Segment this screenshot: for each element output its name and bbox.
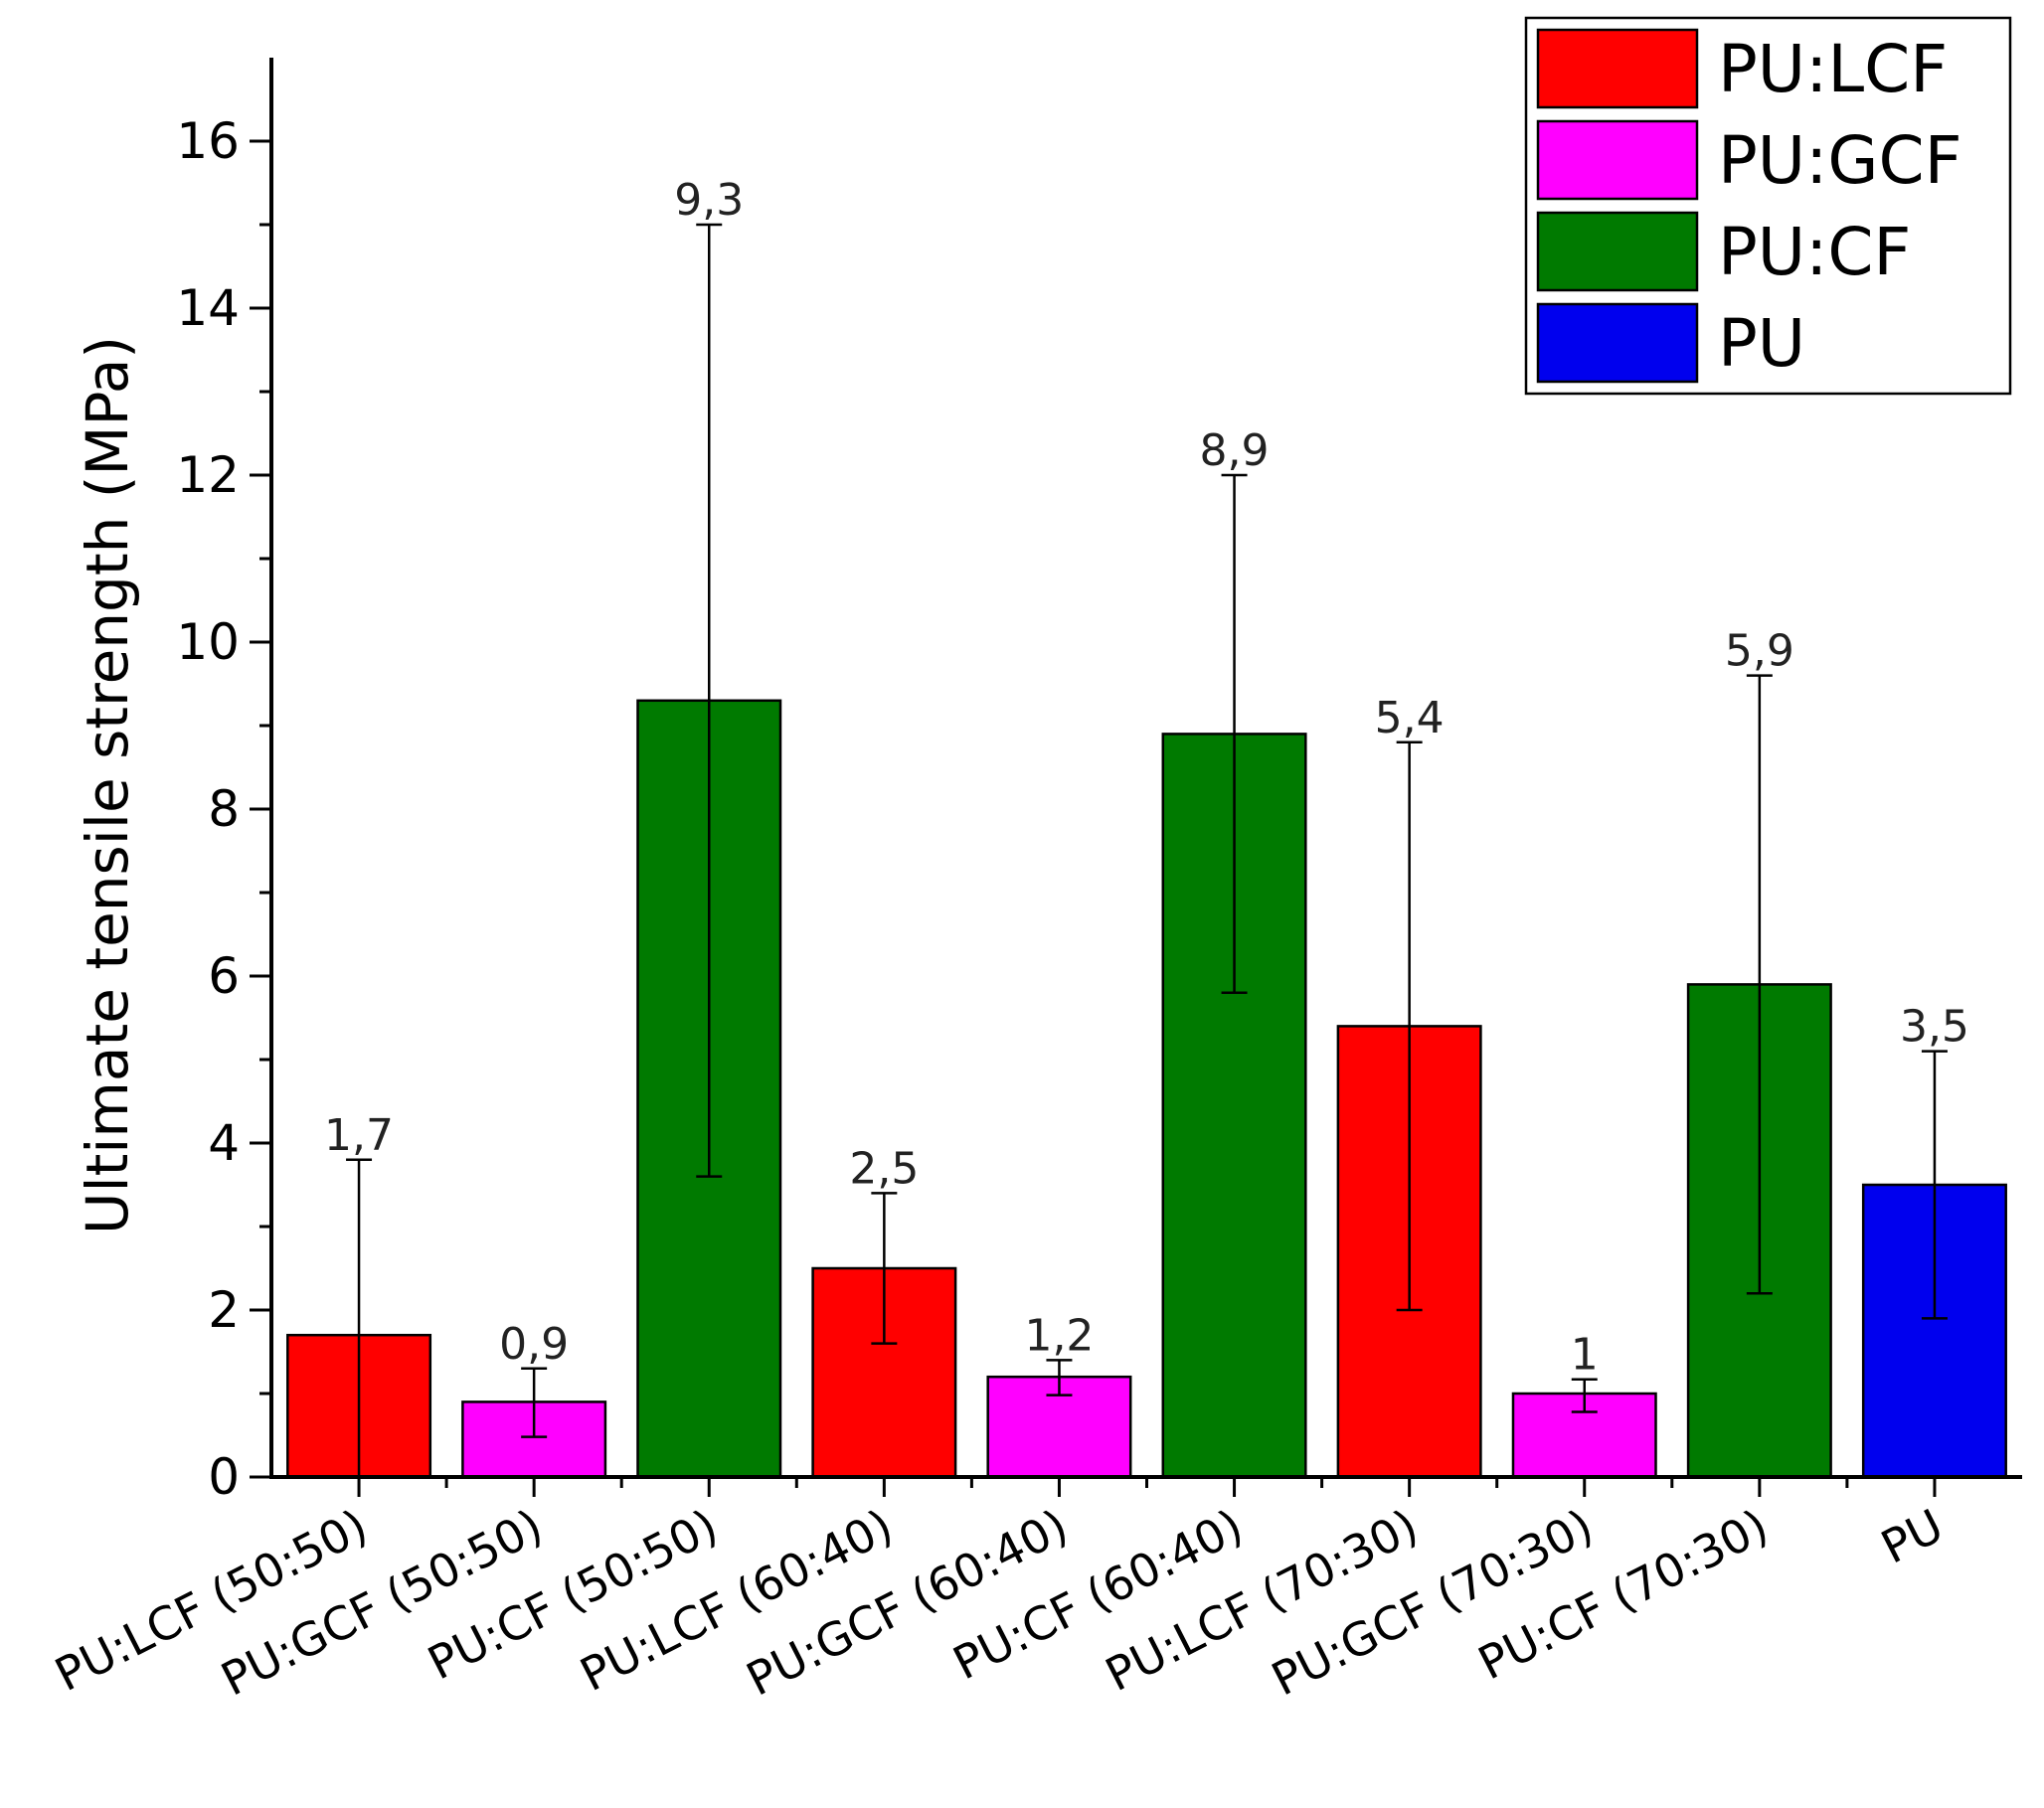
y-tick-label-4: 4 [208, 1114, 240, 1172]
y-tick-label-2: 2 [208, 1281, 240, 1339]
legend-swatch-3 [1536, 211, 1699, 292]
y-tick-label-12: 12 [176, 446, 240, 504]
x-tick-label-9: PU:CF (70:30) [1469, 1499, 1776, 1691]
y-tick-label-0: 0 [208, 1448, 240, 1506]
data-label-1: 1,7 [324, 1110, 394, 1161]
error-bar-5 [1046, 1359, 1073, 1397]
data-label-9: 5,9 [1725, 626, 1794, 677]
y-axis-title: Ultimate tensile strength (MPa) [74, 336, 141, 1234]
error-bar-8 [1571, 1378, 1598, 1413]
legend-label-4: PU [1718, 305, 1805, 382]
legend-swatch-1 [1536, 28, 1699, 109]
error-bar-9 [1746, 674, 1773, 1295]
data-label-10: 3,5 [1900, 1002, 1969, 1053]
data-label-2: 0,9 [499, 1319, 569, 1370]
legend-label-2: PU:GCF [1718, 122, 1962, 199]
error-bar-3 [696, 223, 723, 1178]
plot-area: 1,7 0,9 9,3 2,5 1,2 8,9 5,4 1 5,9 3,5 [286, 175, 2007, 1479]
data-label-5: 1,2 [1024, 1310, 1094, 1361]
x-tick-label-6: PU:CF (60:40) [944, 1499, 1251, 1691]
x-tick-label-10: PU [1873, 1499, 1952, 1574]
error-bar-6 [1221, 473, 1248, 995]
x-tick-label-3: PU:CF (50:50) [420, 1499, 726, 1691]
data-label-7: 5,4 [1375, 693, 1445, 743]
y-tick-label-6: 6 [208, 947, 240, 1005]
data-label-6: 8,9 [1200, 425, 1270, 476]
y-tick-label-10: 10 [176, 613, 240, 671]
y-tick-label-8: 8 [208, 780, 240, 838]
legend: PU:LCF PU:GCF PU:CF PU [1524, 16, 2012, 396]
data-label-3: 9,3 [674, 175, 744, 226]
legend-swatch-4 [1536, 302, 1699, 384]
legend-label-3: PU:CF [1718, 214, 1911, 290]
y-tick-label-14: 14 [176, 279, 240, 337]
error-bar-10 [1921, 1050, 1948, 1320]
legend-label-1: PU:LCF [1718, 31, 1948, 107]
data-label-8: 1 [1571, 1330, 1599, 1381]
y-tick-label-16: 16 [176, 112, 240, 170]
data-label-4: 2,5 [849, 1143, 919, 1194]
error-bar-7 [1396, 740, 1423, 1312]
error-bar-4 [871, 1192, 898, 1345]
legend-swatch-2 [1536, 119, 1699, 201]
error-bar-2 [521, 1367, 548, 1438]
